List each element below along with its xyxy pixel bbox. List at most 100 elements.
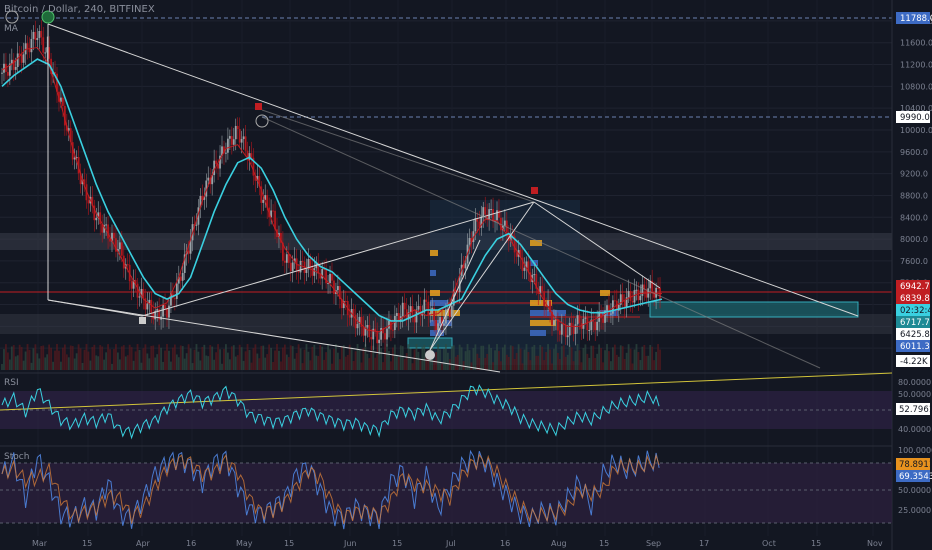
volume-bar-29: [58, 350, 60, 370]
candle-body-229: [450, 305, 453, 318]
candle-body-268: [527, 261, 530, 273]
time-tick-10: Aug: [551, 539, 567, 548]
volume-bar-272: [535, 355, 538, 370]
volume-bar-190: [374, 357, 377, 370]
volume-bar-274: [539, 344, 542, 370]
volume-bar-50: [99, 345, 102, 370]
candle-body-330: [649, 280, 652, 289]
volume-bar-196: [386, 344, 388, 370]
volume-bar-53: [105, 352, 108, 370]
candle-body-266: [523, 267, 526, 271]
price-tags: 11788.0 9990.0 6942.7 6839.8 02:32:40 67…: [896, 12, 932, 482]
volume-bar-220: [433, 359, 436, 370]
volume-bar-0: [1, 364, 3, 370]
candle-body-198: [390, 320, 392, 330]
volume-bar-24: [48, 344, 51, 370]
volume-bar-58: [115, 344, 117, 370]
volume-bar-266: [523, 349, 526, 370]
candle-body-158: [311, 266, 314, 276]
candle-body-8: [16, 53, 19, 67]
volume-bar-171: [336, 352, 339, 370]
volume-bar-309: [608, 351, 610, 370]
candle-body-145: [285, 254, 288, 263]
candle-body-169: [333, 280, 335, 294]
candle-body-182: [358, 316, 361, 325]
price-tick-2: 11200.0: [900, 61, 932, 70]
volume-bar-163: [321, 346, 324, 370]
price-tick-4: 10400.0: [900, 104, 932, 113]
volume-bar-99: [195, 344, 198, 370]
tag-mid-level-bg: [896, 111, 930, 123]
candle-body-88: [173, 298, 176, 300]
candle-body-153: [301, 260, 304, 262]
marker-buy-2: [425, 350, 435, 360]
candle-body-35: [69, 128, 72, 143]
candle-body-282: [555, 319, 557, 321]
tag-countdown-bg: [896, 304, 930, 316]
candle-body-118: [232, 139, 235, 145]
volume-bar-304: [598, 344, 601, 370]
ma-label: MA: [4, 24, 18, 34]
volume-bar-282: [555, 344, 557, 370]
volume-profile-bar-4: [430, 270, 436, 276]
volume-bar-64: [126, 355, 129, 370]
candle-body-0: [1, 72, 3, 74]
candle-body-110: [217, 164, 219, 169]
candle-body-184: [362, 326, 365, 336]
volume-bar-273: [537, 355, 540, 370]
candle-body-47: [93, 205, 96, 221]
trendline-thin-b: [261, 109, 535, 203]
volume-bar-4: [8, 359, 11, 370]
candle-body-7: [14, 66, 17, 70]
volume-bar-295: [580, 362, 583, 370]
volume-bar-48: [95, 355, 98, 370]
candle-body-18: [36, 38, 39, 41]
volume-bar-289: [568, 344, 571, 370]
volume-profile-bar-1: [430, 310, 460, 316]
tag-top-level-bg: [896, 12, 930, 24]
time-tick-14: Oct: [762, 539, 776, 548]
price-tick-3: 10800.0: [900, 82, 932, 91]
volume-bar-232: [456, 354, 459, 370]
candle-body-77: [152, 312, 155, 320]
candle-body-290: [570, 322, 573, 327]
volume-bar-229: [450, 346, 453, 370]
candle-body-177: [348, 315, 351, 318]
volume-bar-5: [10, 346, 13, 370]
price-tick-9: 8400.0: [900, 213, 928, 222]
candle-body-306: [602, 318, 604, 323]
time-tick-11: 15: [599, 539, 609, 548]
tag-d: 6425.8: [900, 330, 930, 340]
volume-bar-140: [276, 344, 278, 370]
candle-body-300: [590, 319, 593, 331]
candle-body-89: [175, 283, 178, 299]
candle-body-180: [354, 314, 357, 329]
volume-bar-2: [5, 344, 7, 370]
candle-body-302: [594, 321, 597, 331]
volume-bar-278: [547, 344, 549, 370]
volume-bar-221: [435, 352, 438, 370]
candle-body-311: [611, 300, 614, 314]
volume-bar-42: [83, 349, 86, 370]
rsi-tick-80: 80.0000: [898, 378, 931, 387]
candle-body-128: [252, 157, 255, 176]
candle-body-40: [79, 173, 82, 185]
candle-body-322: [633, 290, 636, 303]
candle-body-74: [146, 303, 149, 310]
candle-body-231: [454, 289, 457, 291]
candle-body-259: [509, 234, 512, 241]
rsi-tick-40: 40.0000: [898, 425, 931, 434]
volume-bar-132: [260, 345, 263, 370]
candle-body-205: [403, 302, 406, 310]
volume-bar-187: [368, 358, 371, 370]
candle-body-280: [551, 312, 553, 325]
candle-body-217: [427, 301, 430, 316]
time-tick-12: Sep: [646, 539, 661, 548]
candle-body-163: [321, 269, 324, 279]
volume-bar-216: [425, 355, 428, 370]
candle-body-221: [435, 320, 438, 331]
volume-bar-62: [122, 345, 125, 370]
candle-body-80: [158, 309, 161, 320]
candle-body-252: [496, 210, 498, 221]
